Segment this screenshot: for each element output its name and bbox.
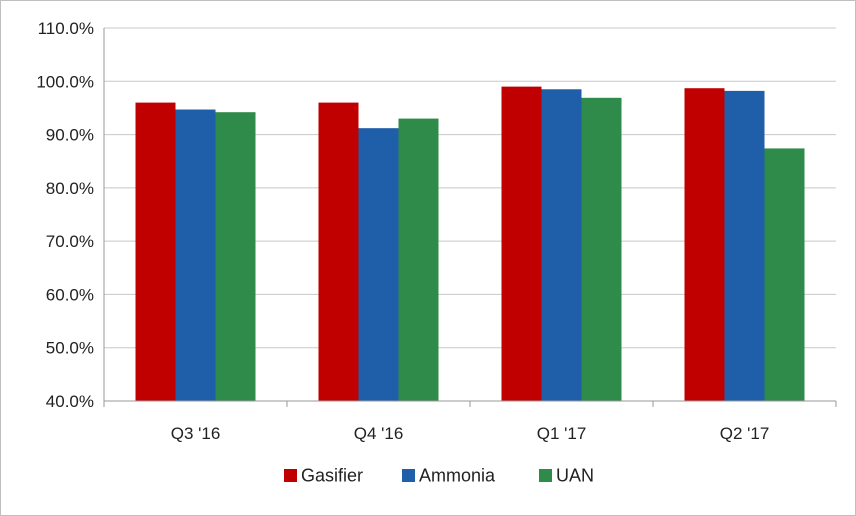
bar-gasifier-3	[684, 88, 725, 401]
bar-gasifier-0	[135, 102, 176, 401]
bar-ammonia-2	[541, 89, 582, 402]
legend-label-uan: UAN	[556, 466, 594, 486]
legend-swatch-uan	[539, 469, 552, 482]
legend-swatch-gasifier	[284, 469, 297, 482]
legend-label-gasifier: Gasifier	[301, 466, 363, 486]
y-tick-label: 90.0%	[46, 126, 94, 145]
bar-uan-1	[398, 118, 439, 401]
bar-ammonia-0	[175, 109, 216, 401]
bar-gasifier-1	[318, 102, 359, 401]
y-tick-label: 40.0%	[46, 392, 94, 411]
x-tick-label: Q1 '17	[537, 424, 587, 443]
y-tick-label: 50.0%	[46, 339, 94, 358]
y-tick-label: 110.0%	[38, 19, 94, 38]
legend-label-ammonia: Ammonia	[419, 466, 496, 486]
legend-swatch-ammonia	[402, 469, 415, 482]
y-tick-label: 70.0%	[46, 232, 94, 251]
x-tick-label: Q2 '17	[720, 424, 770, 443]
y-tick-label: 100.0%	[36, 72, 94, 91]
bar-uan-3	[764, 148, 805, 401]
y-tick-label: 60.0%	[46, 285, 94, 304]
x-tick-label: Q4 '16	[354, 424, 404, 443]
bar-gasifier-2	[501, 86, 542, 401]
bar-ammonia-1	[358, 128, 399, 402]
bar-uan-2	[581, 97, 622, 401]
x-tick-label: Q3 '16	[171, 424, 221, 443]
bar-ammonia-3	[724, 90, 765, 402]
y-tick-label: 80.0%	[46, 179, 94, 198]
bar-uan-0	[215, 112, 256, 401]
